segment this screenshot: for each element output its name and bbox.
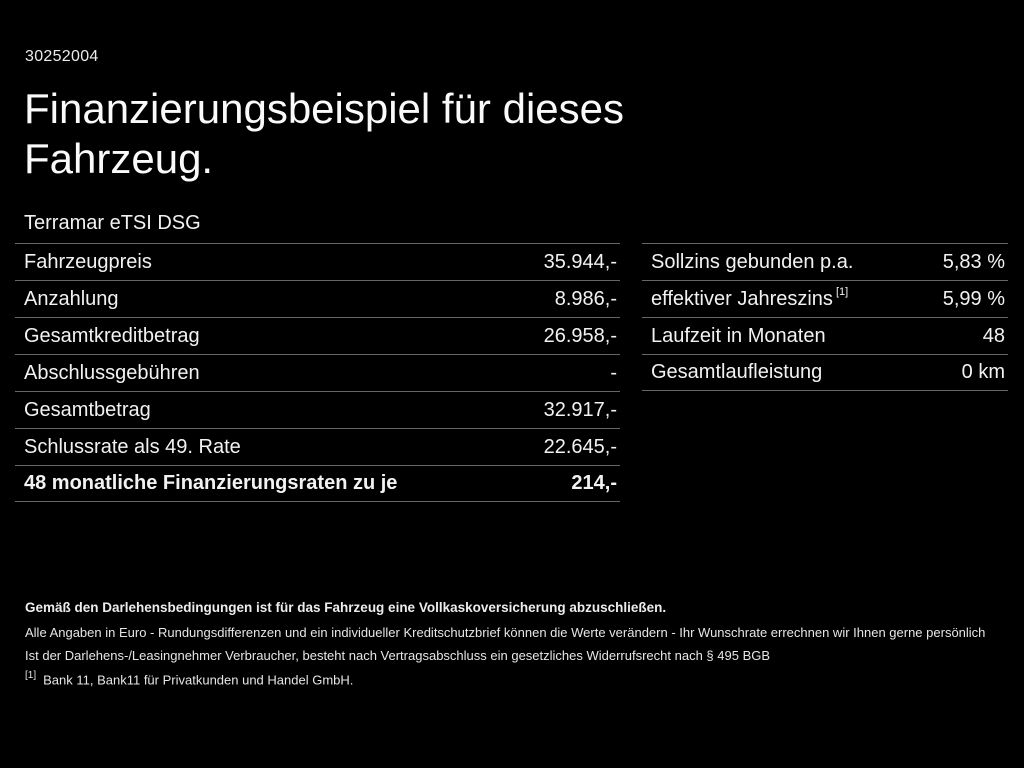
legal-euro-note: Alle Angaben in Euro - Rundungsdifferenz… xyxy=(25,625,986,640)
row-value: 48 xyxy=(982,324,1005,347)
row-label: Schlussrate als 49. Rate xyxy=(24,435,241,458)
table-row: Gesamtkreditbetrag 26.958,- xyxy=(15,317,620,354)
row-value: 32.917,- xyxy=(543,398,617,421)
row-label: Gesamtbetrag xyxy=(24,398,151,421)
row-label: Anzahlung xyxy=(24,287,119,310)
document-id: 30252004 xyxy=(25,48,99,65)
row-label: Laufzeit in Monaten xyxy=(651,324,826,347)
financing-table-left: Fahrzeugpreis 35.944,- Anzahlung 8.986,-… xyxy=(15,243,620,502)
footnote-text: Bank 11, Bank11 für Privatkunden und Han… xyxy=(43,672,354,688)
table-row: Fahrzeugpreis 35.944,- xyxy=(15,243,620,280)
row-label: 48 monatliche Finanzierungsraten zu je xyxy=(24,472,398,494)
table-row-monthly-rate: 48 monatliche Finanzierungsraten zu je 2… xyxy=(15,465,620,502)
footnote-marker: [1] xyxy=(835,285,849,298)
page-title-line1: Finanzierungsbeispiel für dieses xyxy=(24,85,624,132)
row-value: 214,- xyxy=(571,472,617,494)
row-label: Fahrzeugpreis xyxy=(24,250,152,273)
row-label: Gesamtkreditbetrag xyxy=(24,324,200,347)
row-value: 26.958,- xyxy=(543,324,617,347)
row-label: Gesamtlaufleistung xyxy=(651,361,823,383)
table-row: Sollzins gebunden p.a. 5,83 % xyxy=(642,243,1008,280)
row-value: 5,99 % xyxy=(942,287,1005,310)
row-label: Abschlussgebühren xyxy=(24,361,200,384)
legal-footnote: [1] Bank 11, Bank11 für Privatkunden und … xyxy=(25,670,1004,688)
table-row: Abschlussgebühren - xyxy=(15,354,620,391)
row-label: Sollzins gebunden p.a. xyxy=(651,250,854,273)
table-row: Laufzeit in Monaten 48 xyxy=(642,317,1008,354)
legal-withdrawal-note: Ist der Darlehens-/Leasingnehmer Verbrau… xyxy=(25,648,771,663)
page-title: Finanzierungsbeispiel für dieses Fahrzeug… xyxy=(24,84,624,184)
table-row: Schlussrate als 49. Rate 22.645,- xyxy=(15,428,620,465)
row-value: - xyxy=(610,361,617,384)
row-label-text: effektiver Jahreszins xyxy=(651,287,833,310)
table-row: effektiver Jahreszins [1] 5,99 % xyxy=(642,280,1008,317)
vehicle-name: Terramar eTSI DSG xyxy=(24,212,201,234)
table-row: Gesamtlaufleistung 0 km xyxy=(642,354,1008,391)
row-value: 22.645,- xyxy=(543,435,617,458)
legal-insurance-note: Gemäß den Darlehensbedingungen ist für d… xyxy=(25,600,667,615)
row-value: 35.944,- xyxy=(543,250,617,273)
row-label: effektiver Jahreszins [1] xyxy=(642,285,849,311)
row-value: 8.986,- xyxy=(554,287,617,310)
table-row: Anzahlung 8.986,- xyxy=(15,280,620,317)
page-title-line2: Fahrzeug. xyxy=(24,135,214,182)
footnote-marker: [1] xyxy=(25,670,37,681)
table-row: Gesamtbetrag 32.917,- xyxy=(15,391,620,428)
row-value: 0 km xyxy=(961,361,1005,383)
financing-table-right: Sollzins gebunden p.a. 5,83 % effektiver… xyxy=(642,243,1008,391)
row-value: 5,83 % xyxy=(942,250,1005,273)
